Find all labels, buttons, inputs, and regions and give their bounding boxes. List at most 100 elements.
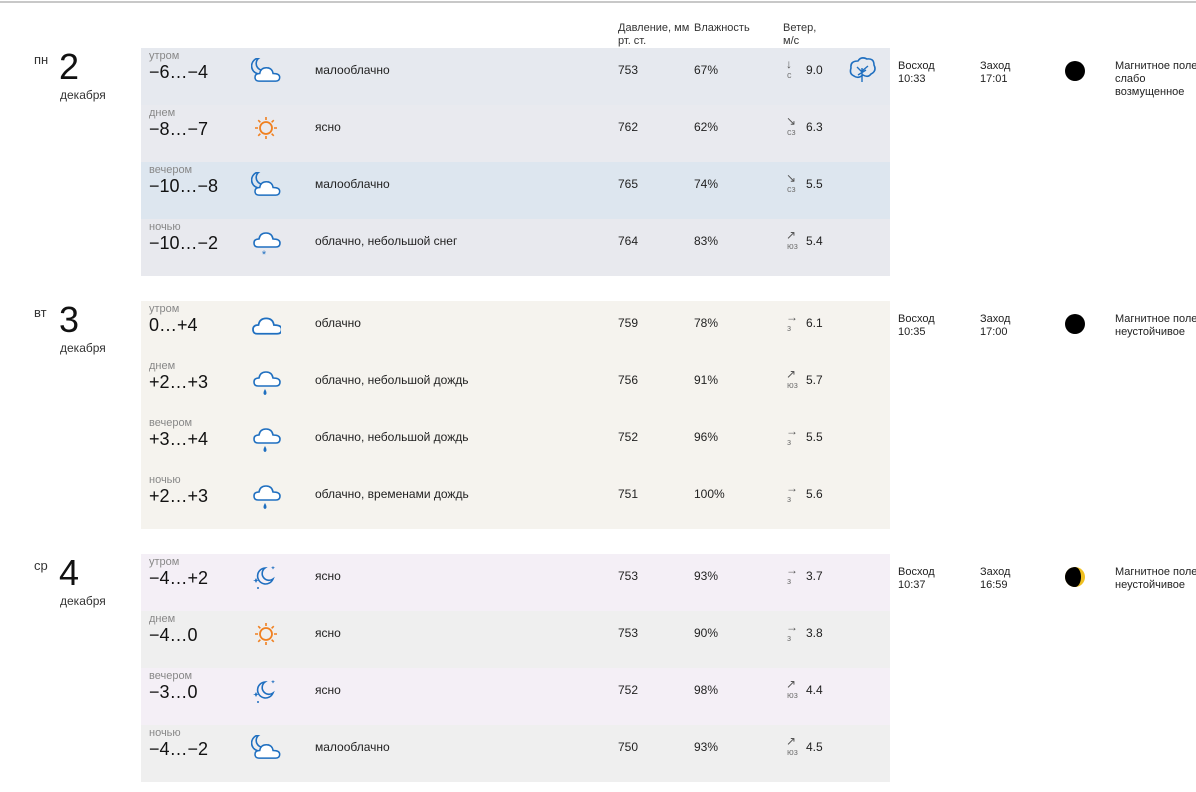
month: декабря (60, 341, 106, 355)
wind-speed: 5.6 (806, 487, 823, 501)
description: облачно, небольшой дождь (315, 373, 469, 387)
wind-direction: юз (787, 380, 798, 390)
day-part: утром (149, 556, 180, 568)
row-background (141, 668, 890, 725)
weather-icon (250, 56, 281, 90)
pressure: 751 (618, 487, 639, 501)
day-part: вечером (149, 164, 193, 176)
wind-arrow: ↗ (786, 228, 797, 242)
wind-speed: 3.7 (806, 569, 823, 583)
sunset-time: 16:59 (980, 579, 1008, 591)
moon-phase-svg (1065, 61, 1085, 81)
magnetic-icon (848, 56, 878, 84)
wind-arrow: ↓ (786, 57, 792, 71)
month: декабря (60, 594, 106, 608)
wind-speed: 4.5 (806, 740, 823, 754)
pressure: 753 (618, 63, 639, 77)
description: малооблачно (315, 177, 390, 191)
wind-speed: 5.4 (806, 234, 823, 248)
wind-speed: 6.3 (806, 120, 823, 134)
weather-icon-svg (253, 680, 276, 703)
day-number: 3 (59, 299, 80, 340)
sunset-label: Заход (980, 313, 1011, 325)
magnetic-icon-svg (849, 57, 876, 82)
wind-direction: з (787, 576, 792, 586)
sunrise-time: 10:35 (898, 326, 926, 338)
temperature: 0…+4 (149, 315, 198, 335)
sunrise-time: 10:37 (898, 579, 926, 591)
wind-arrow: ↗ (786, 734, 797, 748)
humidity: 91% (694, 373, 719, 387)
sunset-time: 17:00 (980, 326, 1008, 338)
wind-arrow: ↗ (786, 677, 797, 691)
humidity: 62% (694, 120, 719, 134)
weekday: вт (34, 305, 47, 320)
weather-icon (251, 482, 281, 514)
weather-icon (251, 368, 281, 400)
weather-icon-svg (252, 317, 283, 335)
pressure: 752 (618, 683, 639, 697)
description: облачно, небольшой снег (315, 234, 458, 248)
wind-speed: 3.8 (806, 626, 823, 640)
wind-arrow: → (786, 563, 798, 577)
wind-arrow: → (786, 310, 798, 324)
wind-speed: 9.0 (806, 63, 823, 77)
weekday: пн (34, 52, 49, 67)
wind-arrow: → (786, 481, 798, 495)
temperature: +2…+3 (149, 486, 209, 506)
month: декабря (60, 88, 106, 102)
magnetic-field: Магнитное поле слабо возмущенное (1115, 60, 1196, 98)
day-part: утром (149, 50, 180, 62)
description: ясно (315, 683, 341, 697)
weather-icon-svg (255, 623, 277, 645)
wind-speed: 6.1 (806, 316, 823, 330)
pressure: 762 (618, 120, 639, 134)
wind-direction: юз (787, 241, 798, 251)
temperature: −4…+2 (149, 568, 209, 588)
sunrise-time: 10:33 (898, 73, 926, 85)
sunset-label: Заход (980, 60, 1011, 72)
sunrise-label: Восход (898, 60, 935, 72)
humidity: 98% (694, 683, 719, 697)
magnetic-field: Магнитное поле неустойчивое (1115, 313, 1196, 338)
day-part: вечером (149, 670, 193, 682)
wind-speed: 5.5 (806, 430, 823, 444)
weather-icon (251, 425, 281, 457)
temperature: −10…−8 (149, 176, 219, 196)
weather-icon-svg (253, 371, 281, 395)
pressure-header: Давление, мм рт. ст. (618, 22, 690, 47)
humidity: 93% (694, 569, 719, 583)
day-number: 2 (59, 46, 80, 87)
magnetic-field: Магнитное поле неустойчивое (1115, 566, 1196, 591)
humidity: 74% (694, 177, 719, 191)
weekday: ср (34, 558, 48, 573)
pressure: 752 (618, 430, 639, 444)
weather-icon: * (251, 229, 281, 261)
day-part: ночью (149, 727, 181, 739)
svg-text:*: * (262, 249, 267, 261)
temperature: −3…0 (149, 682, 198, 702)
wind-arrow: → (786, 424, 798, 438)
temperature: +2…+3 (149, 372, 209, 392)
wind-speed: 5.7 (806, 373, 823, 387)
description: малооблачно (315, 63, 390, 77)
wind-direction: с (787, 70, 792, 80)
moon-phase (1064, 313, 1086, 335)
wind-arrow: ↗ (786, 367, 797, 381)
description: малооблачно (315, 740, 390, 754)
day-part: ночью (149, 474, 181, 486)
pressure: 753 (618, 626, 639, 640)
weather-icon (251, 621, 281, 653)
day-part: днем (149, 360, 176, 372)
weather-icon-svg (250, 56, 281, 82)
day-part: утром (149, 303, 180, 315)
wind-direction: з (787, 633, 792, 643)
temperature: −4…−2 (149, 739, 209, 759)
moon-phase-svg (1065, 567, 1085, 587)
weather-icon-svg (255, 117, 277, 139)
temperature: −10…−2 (149, 233, 219, 253)
day-part: вечером (149, 417, 193, 429)
weather-icon (251, 564, 281, 596)
temperature: −4…0 (149, 625, 198, 645)
humidity-header: Влажность (694, 22, 750, 34)
